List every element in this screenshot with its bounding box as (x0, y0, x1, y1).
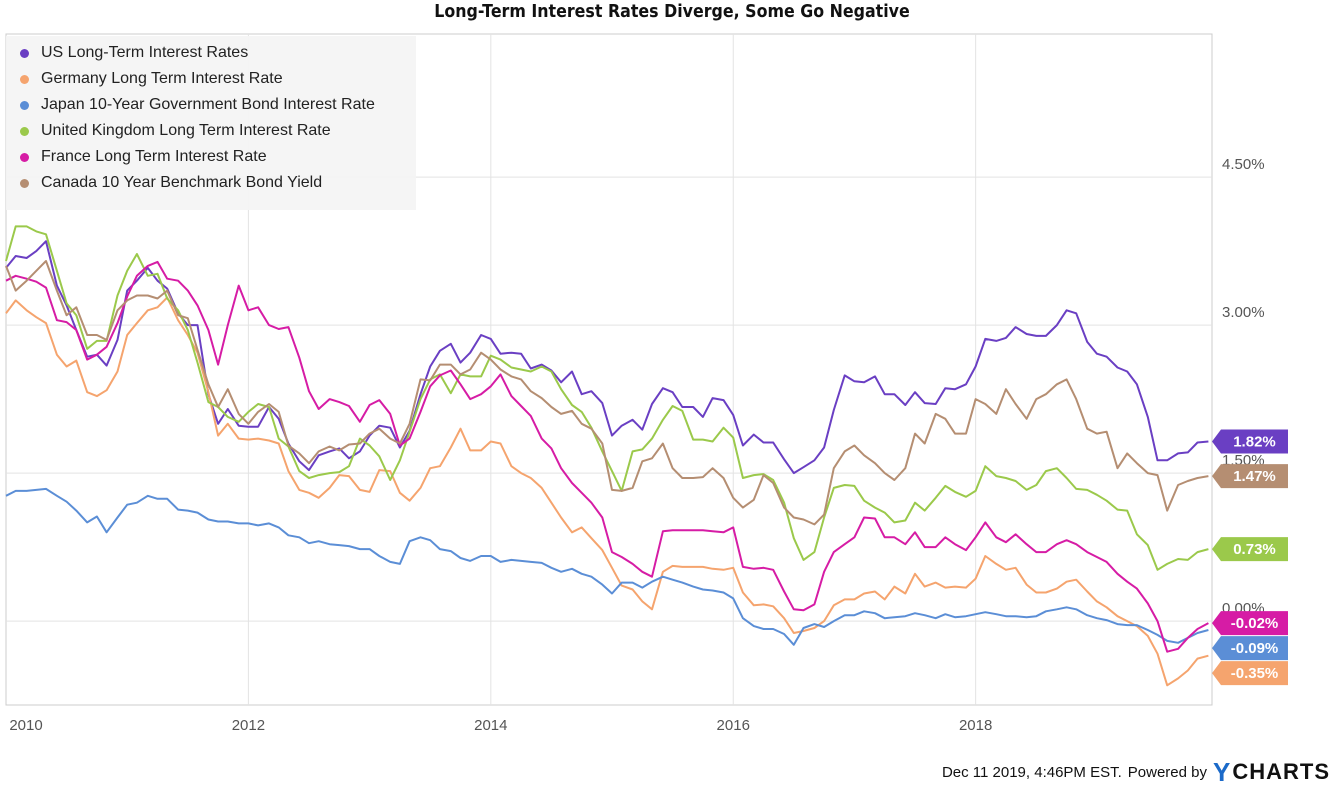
plot-border (5, 33, 1213, 706)
end-value-label: 1.82% (1233, 434, 1276, 451)
series-line (5, 260, 1209, 653)
legend-label: Canada 10 Year Benchmark Bond Yield (41, 174, 323, 191)
end-value-label: 0.73% (1233, 541, 1276, 558)
legend-label: United Kingdom Long Term Interest Rate (41, 122, 331, 139)
legend-label: France Long Term Interest Rate (41, 148, 267, 165)
x-tick-label: 2018 (959, 717, 992, 734)
series-line (5, 487, 1209, 646)
end-value-badge (1212, 429, 1288, 454)
series-line (5, 260, 1209, 526)
legend-label: US Long-Term Interest Rates (41, 44, 249, 61)
end-value-badge (1212, 636, 1288, 661)
legend-label: Germany Long Term Interest Rate (41, 70, 283, 87)
legend-label: Japan 10-Year Government Bond Interest R… (41, 96, 375, 113)
legend-marker-icon (20, 48, 29, 58)
legend-marker-icon (20, 126, 29, 136)
series-line (5, 225, 1209, 571)
legend: US Long-Term Interest Rates Germany Long … (6, 36, 416, 210)
footer-timestamp: Dec 11 2019, 4:46PM EST. (941, 763, 1122, 781)
legend-item[interactable]: Germany Long Term Interest Rate (20, 66, 283, 92)
legend-marker-icon (20, 178, 29, 188)
end-value-label: -0.09% (1231, 640, 1279, 657)
x-tick-label: 2010 (9, 717, 42, 734)
end-value-label: -0.35% (1231, 665, 1279, 682)
end-value-label: -0.02% (1231, 615, 1279, 632)
end-value-badge (1212, 464, 1288, 489)
chart-title: Long-Term Interest Rates Diverge, Some G… (434, 1, 910, 22)
legend-item[interactable]: Canada 10 Year Benchmark Bond Yield (20, 170, 322, 196)
ycharts-logo[interactable]: Y CHARTS (1213, 757, 1330, 788)
end-value-label: 1.47% (1233, 468, 1276, 485)
x-tick-label: 2012 (232, 717, 265, 734)
footer-powered-by: Powered by (1127, 763, 1207, 781)
y-axis-ticks: 0.00%1.50%3.00%4.50% (1222, 156, 1265, 617)
legend-item[interactable]: France Long Term Interest Rate (20, 144, 267, 170)
series-line (5, 296, 1209, 687)
legend-marker-icon (20, 74, 29, 84)
y-tick-label: 4.50% (1222, 156, 1265, 173)
footer: Dec 11 2019, 4:46PM EST. Powered by Y CH… (941, 757, 1330, 788)
end-value-badge (1212, 661, 1288, 686)
legend-marker-icon (20, 152, 29, 162)
series-lines (5, 225, 1209, 687)
ycharts-logo-y: Y (1212, 756, 1232, 787)
y-tick-label: 3.00% (1222, 304, 1265, 321)
legend-item[interactable]: United Kingdom Long Term Interest Rate (20, 118, 331, 144)
end-value-badges: 1.82% 1.47% 0.73% -0.02% -0.09% -0.35% (1212, 429, 1288, 686)
legend-item[interactable]: US Long-Term Interest Rates (20, 40, 248, 66)
legend-item[interactable]: Japan 10-Year Government Bond Interest R… (20, 92, 375, 118)
end-value-badge (1212, 611, 1288, 636)
x-tick-label: 2016 (717, 717, 750, 734)
x-tick-label: 2014 (474, 717, 507, 734)
end-value-badge (1212, 537, 1288, 562)
series-line (5, 240, 1209, 475)
x-axis-ticks: 2010 2012 2014 2016 2018 (9, 717, 992, 734)
legend-marker-icon (20, 100, 29, 110)
ycharts-logo-text: CHARTS (1232, 759, 1330, 784)
